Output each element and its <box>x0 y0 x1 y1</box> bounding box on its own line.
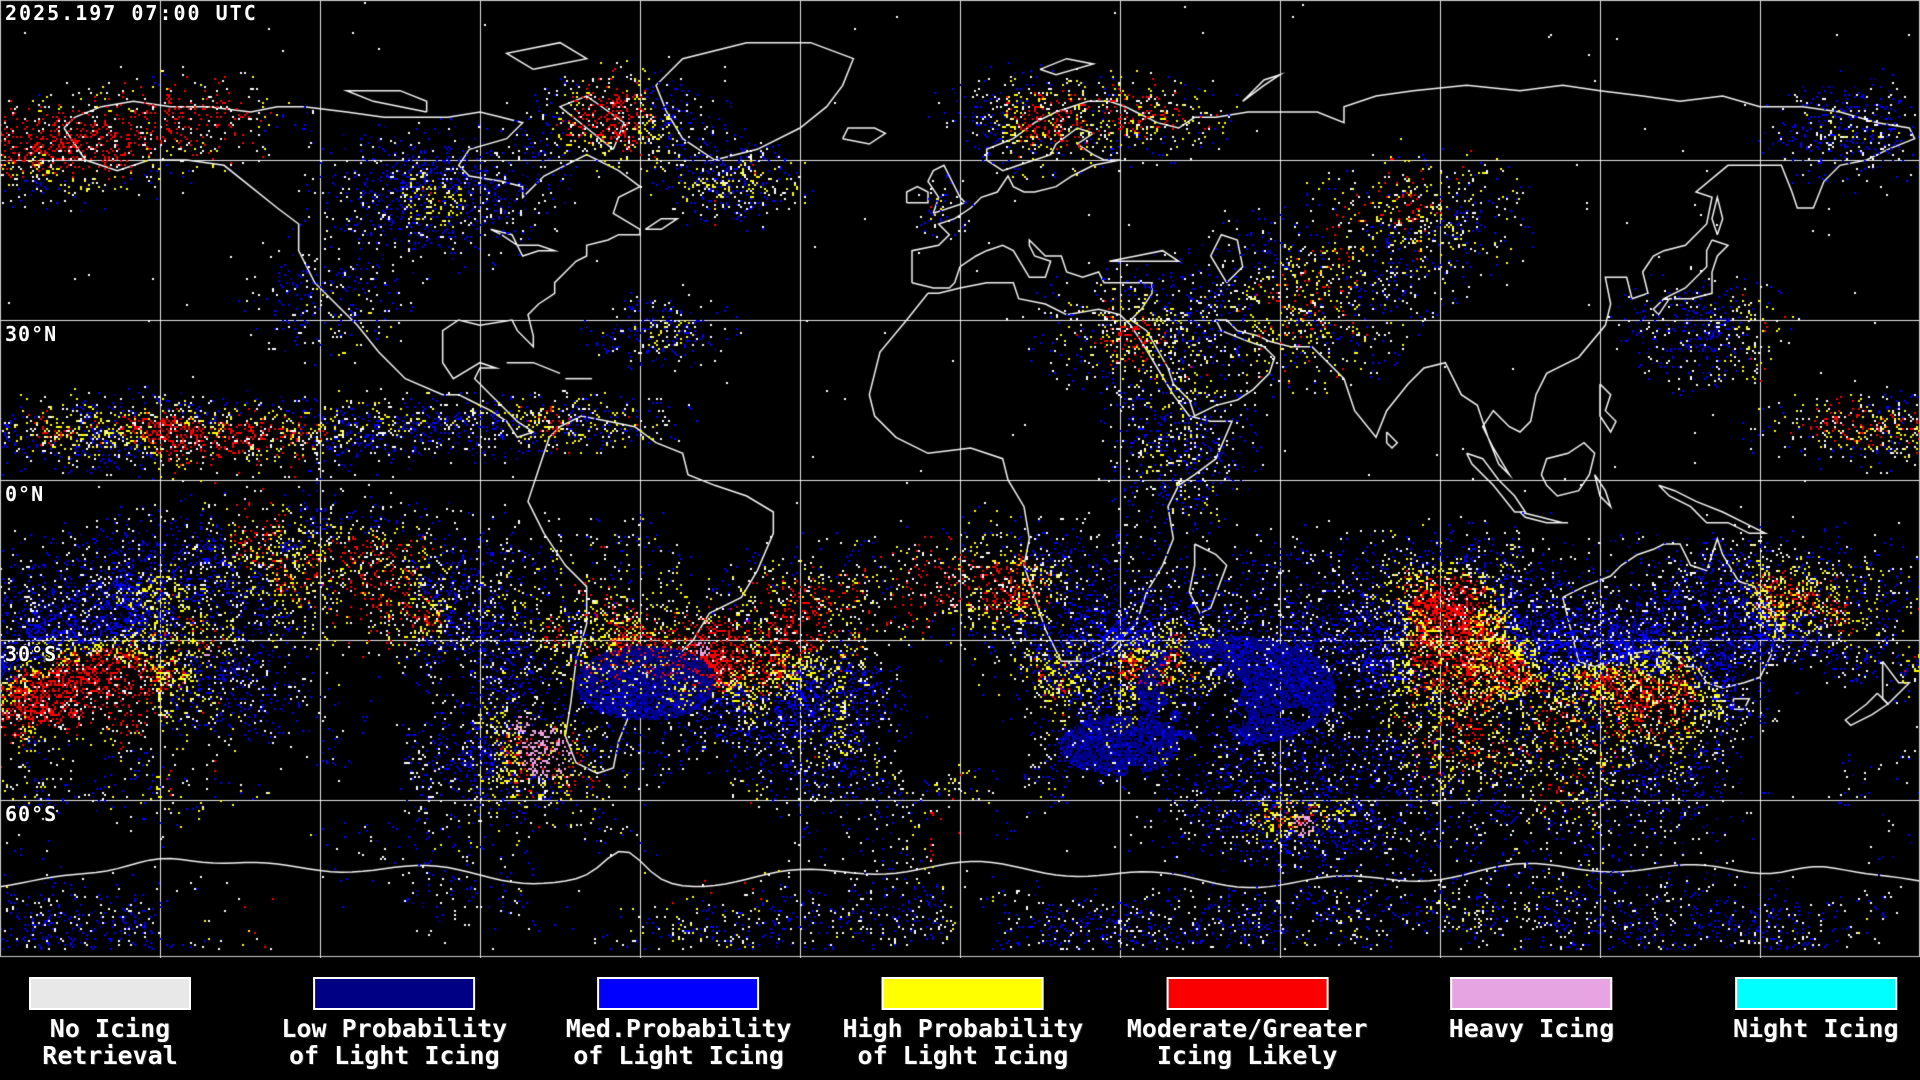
legend-label-3: High Probability of Light Icing <box>842 1014 1084 1070</box>
icing-map-canvas <box>0 0 1920 958</box>
legend-item-0: No Icing Retrieval <box>29 958 191 1069</box>
legend-item-3: High Probability of Light Icing <box>842 958 1083 1069</box>
latitude-label-0: 30°N <box>5 322 58 346</box>
legend: No Icing Retrieval Low Probability of Light… <box>0 958 1920 1080</box>
latitude-label-3: 60°S <box>5 802 58 826</box>
legend-swatch-1 <box>313 977 476 1010</box>
legend-item-4: Moderate/Greater Icing Likely <box>1127 958 1368 1069</box>
legend-item-6: Night Icing <box>1733 958 1899 1042</box>
legend-swatch-6 <box>1734 977 1897 1010</box>
legend-swatch-4 <box>1166 977 1329 1010</box>
legend-swatch-0 <box>29 977 191 1010</box>
legend-swatch-3 <box>881 977 1044 1010</box>
timestamp: 2025.197 07:00 UTC <box>5 1 258 25</box>
legend-item-1: Low Probability of Light Icing <box>281 958 507 1069</box>
world-map-area: 2025.197 07:00 UTC 30°N 0°N 30°S 60°S <box>0 0 1920 958</box>
legend-label-2: Med.Probability of Light Icing <box>565 1014 792 1070</box>
legend-swatch-2 <box>597 977 760 1010</box>
latitude-label-2: 30°S <box>5 642 58 666</box>
legend-label-1: Low Probability of Light Icing <box>281 1014 508 1070</box>
legend-label-0: No Icing Retrieval <box>42 1014 178 1070</box>
legend-swatch-5 <box>1450 977 1613 1010</box>
latitude-label-1: 0°N <box>5 482 45 506</box>
legend-label-6: Night Icing <box>1733 1014 1899 1043</box>
legend-label-4: Moderate/Greater Icing Likely <box>1126 1014 1368 1070</box>
legend-item-2: Med.Probability of Light Icing <box>565 958 792 1070</box>
legend-item-5: Heavy Icing <box>1448 958 1615 1043</box>
legend-label-5: Heavy Icing <box>1448 1014 1615 1043</box>
